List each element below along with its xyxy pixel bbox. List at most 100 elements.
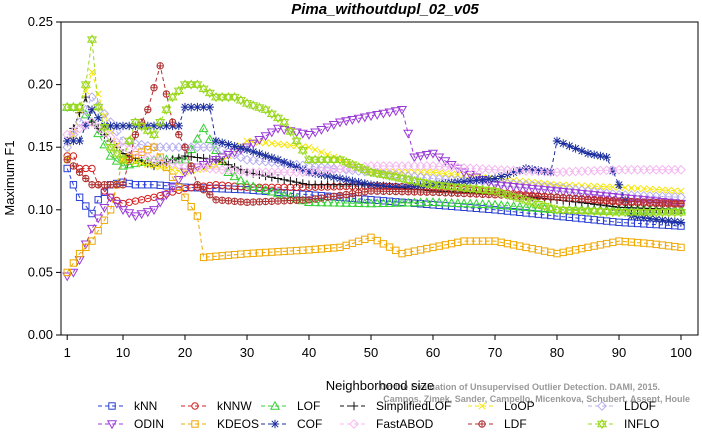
data-point (88, 181, 96, 189)
data-point (435, 169, 443, 177)
data-point (280, 197, 288, 205)
data-point (514, 201, 525, 211)
data-point (527, 180, 538, 191)
data-point (167, 158, 178, 169)
y-axis: 0.00 0.05 0.10 0.15 0.20 0.25 (28, 14, 61, 342)
data-point (423, 168, 431, 176)
data-point (440, 161, 451, 172)
x-tick-label: 20 (178, 345, 192, 360)
data-point (409, 171, 420, 182)
data-point (142, 152, 153, 163)
data-point (260, 184, 271, 194)
data-point (671, 187, 679, 195)
data-point (440, 180, 451, 192)
data-point (193, 212, 202, 220)
data-point (106, 181, 115, 189)
data-point (88, 68, 96, 76)
data-point (261, 151, 270, 160)
data-point (489, 199, 501, 209)
data-point (254, 135, 265, 145)
data-point (168, 121, 177, 131)
data-point (204, 87, 215, 99)
series-kdeos (63, 143, 685, 277)
data-point (218, 138, 227, 147)
data-point (342, 190, 350, 199)
data-point (502, 165, 513, 176)
data-point (397, 183, 407, 192)
data-point (69, 152, 78, 160)
data-point (552, 182, 562, 193)
legend-item: LOF (261, 399, 320, 413)
data-point (658, 186, 666, 194)
data-point (446, 181, 457, 192)
data-point (421, 151, 432, 160)
data-point (260, 104, 271, 115)
data-point (483, 199, 494, 209)
data-point (87, 117, 97, 128)
data-point (521, 166, 531, 176)
data-point (384, 197, 395, 207)
y-tick-label: 0.15 (28, 139, 53, 154)
data-point (545, 181, 556, 192)
data-point (626, 207, 637, 218)
data-point (68, 101, 79, 113)
data-point (676, 218, 686, 227)
data-point (248, 139, 259, 149)
data-point (82, 174, 90, 183)
data-point (99, 108, 110, 119)
data-point (156, 153, 164, 161)
data-point (596, 196, 605, 204)
data-point (272, 124, 284, 134)
legend-label: KDEOS (217, 417, 259, 431)
data-point (454, 171, 462, 179)
legend-marker (597, 401, 607, 411)
data-point (82, 87, 90, 95)
data-point (69, 136, 78, 146)
data-point (305, 143, 313, 151)
chart-title: Pima_withoutdupl_02_v05 (291, 1, 479, 18)
data-point (106, 206, 115, 214)
data-point (162, 163, 171, 171)
data-point (69, 162, 78, 170)
data-point (193, 181, 202, 189)
data-point (272, 188, 284, 198)
data-point (272, 112, 284, 124)
data-point (365, 112, 377, 122)
series-inflo (62, 34, 687, 218)
data-point (390, 107, 401, 117)
data-point (186, 79, 197, 90)
data-point (254, 183, 265, 192)
data-point (583, 149, 593, 158)
data-point (514, 179, 525, 190)
data-point (633, 198, 642, 206)
data-point (274, 197, 282, 205)
data-point (646, 198, 654, 206)
data-point (465, 171, 476, 180)
x-tick-label: 70 (488, 345, 502, 360)
x-tick-label: 100 (670, 345, 692, 360)
data-point (514, 183, 525, 193)
data-point (490, 164, 500, 175)
data-point (415, 152, 426, 162)
data-point (243, 137, 251, 145)
data-point (553, 193, 561, 201)
data-point (478, 175, 487, 184)
data-point (403, 171, 414, 181)
data-point (396, 197, 408, 207)
data-point (223, 91, 234, 103)
data-point (335, 174, 345, 183)
data-point (423, 188, 431, 196)
data-point (353, 114, 364, 124)
data-point (582, 205, 594, 217)
y-tick-label: 0.10 (28, 202, 53, 217)
data-point (584, 182, 592, 190)
data-point (322, 197, 333, 207)
legend-marker (349, 419, 359, 429)
data-point (298, 179, 307, 188)
series-fastabod (62, 117, 686, 178)
data-point (472, 176, 481, 185)
data-point (379, 240, 388, 248)
data-point (652, 215, 661, 224)
data-point (545, 186, 556, 196)
